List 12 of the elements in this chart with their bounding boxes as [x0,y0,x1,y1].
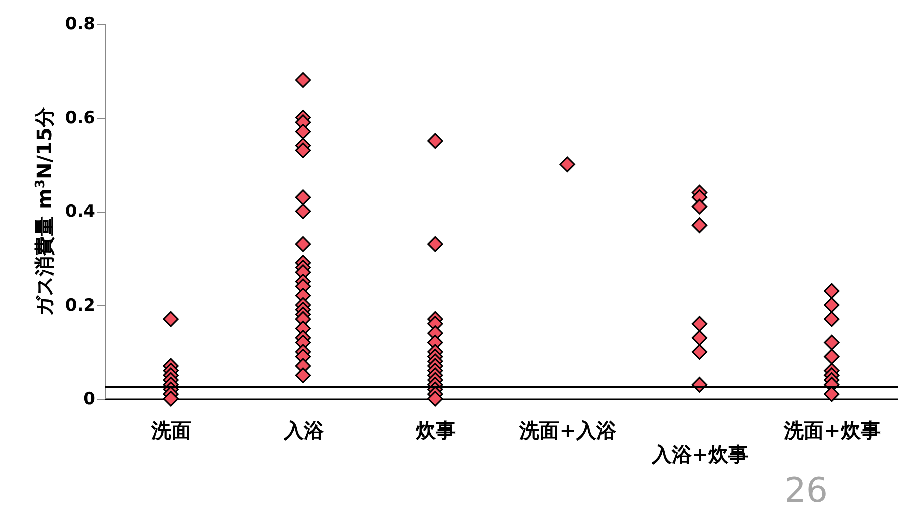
y-tick-label: 0.8 [65,14,96,34]
x-tick-label: 入浴 [282,418,325,442]
y-tick-label: 0.2 [65,296,96,316]
x-tick-label: 入浴+炊事 [650,442,749,466]
y-tick-label: 0.4 [65,202,96,222]
text: 26 [784,471,828,505]
x-tick-label: 洗面+炊事 [783,418,881,442]
y-tick-label: 0.6 [65,108,96,128]
x-tick-label: 炊事 [414,418,456,442]
x-tick-label: 洗面+入浴 [518,418,618,442]
y-tick-label: 0 [84,390,96,410]
x-tick-label: 洗面 [150,418,192,442]
